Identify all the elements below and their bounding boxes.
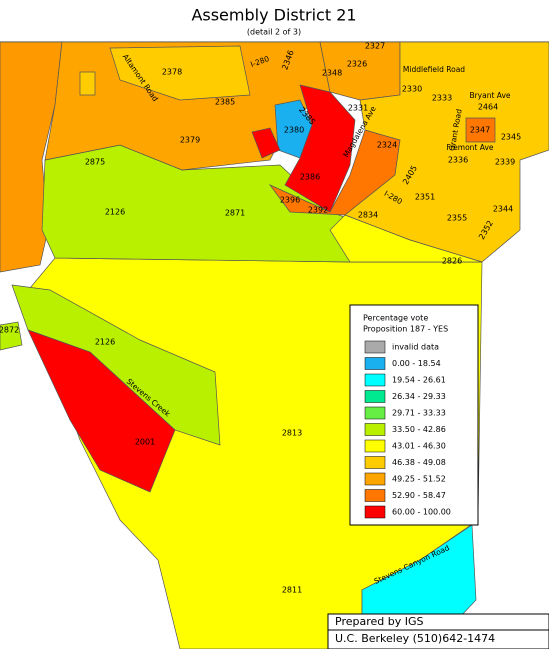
legend-label: 29.71 - 33.33 [392, 409, 446, 418]
precinct-label: 2347 [470, 126, 490, 135]
legend-title: Percentage vote [363, 314, 428, 323]
footer-line: Prepared by IGS [335, 615, 423, 628]
map-title: Assembly District 21 [191, 6, 356, 25]
legend-label: 19.54 - 26.61 [392, 376, 446, 385]
precinct-label: 2348 [322, 69, 342, 78]
map-subtitle: (detail 2 of 3) [247, 28, 301, 37]
precinct-label: 2875 [85, 158, 105, 167]
legend-label: 46.38 - 49.08 [392, 458, 446, 467]
precinct-label: 2326 [347, 60, 367, 69]
precinct-label: 2811 [282, 586, 302, 595]
region [465, 117, 496, 143]
precinct-label: 2126 [105, 208, 125, 217]
precinct-label: 2872 [0, 326, 19, 335]
region [109, 45, 251, 101]
precinct-label: 2330 [402, 85, 422, 94]
region [329, 214, 483, 263]
region [79, 71, 96, 96]
legend-label: 33.50 - 42.86 [392, 425, 446, 434]
legend-swatch [364, 505, 386, 519]
precinct-label: 2392 [308, 206, 328, 215]
precinct-label: 2339 [495, 158, 515, 167]
legend-swatch [364, 340, 386, 354]
precinct-label: 2333 [432, 94, 452, 103]
legend-label: 60.00 - 100.00 [392, 508, 451, 517]
precinct-label: 2834 [358, 211, 378, 220]
precinct-label: 2324 [377, 141, 397, 150]
region [0, 321, 23, 351]
legend-swatch [364, 472, 386, 486]
legend-swatch [364, 357, 386, 370]
precinct-label: 2871 [225, 209, 245, 218]
legend-swatch [364, 456, 386, 469]
precinct-label: 2331 [348, 104, 368, 113]
footer: Prepared by IGS U.C. Berkeley (510)642-1… [327, 613, 549, 649]
region [27, 329, 176, 493]
legend-swatch [364, 406, 386, 420]
legend-label: 52.90 - 58.47 [392, 491, 446, 500]
legend-label: 26.34 - 29.33 [392, 392, 446, 401]
legend-swatch [364, 439, 386, 453]
precinct-shapes [0, 41, 549, 649]
precinct-label: 2355 [447, 214, 467, 223]
precinct-label: 2380 [284, 126, 304, 135]
legend-label: 49.25 - 51.52 [392, 475, 446, 484]
precinct-label: 2464 [478, 103, 498, 112]
precinct-label: 2344 [493, 205, 513, 214]
precinct-label: 2826 [442, 257, 462, 266]
road-label: Fremont Ave [446, 143, 493, 152]
precinct-label: 2001 [135, 438, 155, 447]
legend-swatch [364, 390, 386, 403]
legend-label: invalid data [392, 343, 439, 352]
road-label: Bryant Ave [469, 91, 510, 100]
region [251, 127, 281, 159]
legend-label: 0.00 - 18.54 [392, 359, 441, 368]
precinct-label: 2351 [415, 193, 435, 202]
precinct-label: 2396 [280, 196, 300, 205]
legend: Percentage vote Proposition 187 - YES in… [349, 304, 479, 526]
precinct-label: 2385 [215, 98, 235, 107]
legend-subtitle: Proposition 187 - YES [363, 325, 448, 334]
precinct-label: 2336 [448, 156, 468, 165]
precinct-label: 2345 [501, 133, 521, 142]
precinct-label: 2379 [180, 136, 200, 145]
legend-swatch [364, 423, 386, 436]
legend-swatch [364, 373, 386, 387]
legend-swatch [364, 489, 386, 502]
precinct-label: 2386 [300, 173, 320, 182]
precinct-label: 2126 [95, 338, 115, 347]
road-label: Middlefield Road [403, 65, 465, 74]
precinct-label: 2327 [365, 42, 385, 51]
footer-line: U.C. Berkeley (510)642-1474 [335, 632, 495, 645]
footer-box [327, 613, 549, 649]
precinct-label: 2813 [282, 429, 302, 438]
legend-label: 43.01 - 46.30 [392, 442, 446, 451]
precinct-label: 2378 [162, 68, 182, 77]
